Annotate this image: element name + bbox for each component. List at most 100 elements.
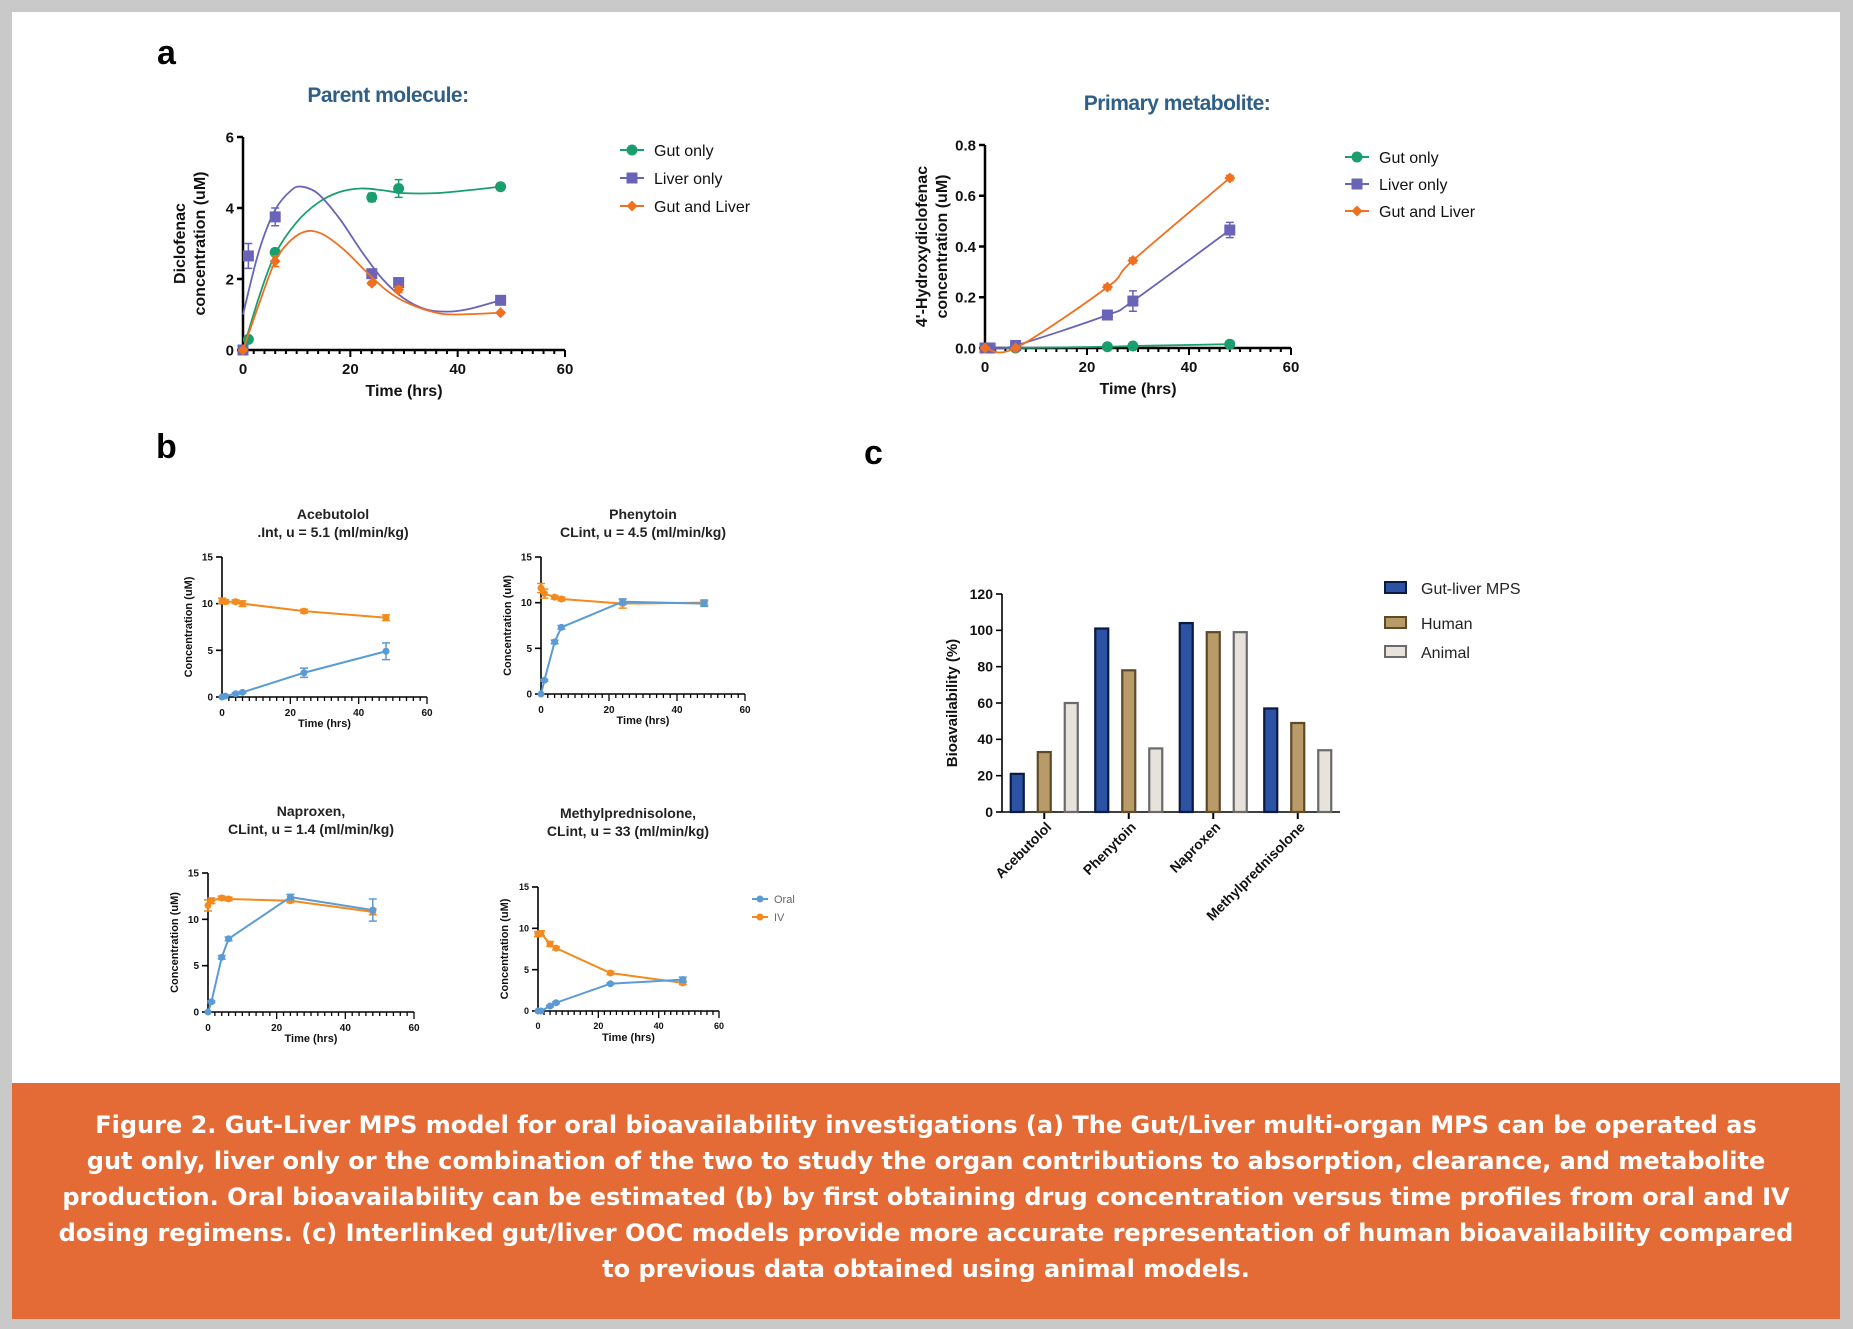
data-point: [537, 584, 545, 592]
x-tick-label: 40: [671, 705, 683, 716]
x-axis-label: Time (hrs): [1099, 381, 1176, 398]
chart-title-line: CLint, u = 33 (ml/min/kg): [547, 823, 709, 839]
x-tick-label: 0: [239, 361, 247, 378]
bar-gut-liver-mps: [1178, 621, 1194, 814]
chart-title-line: CLint, u = 4.5 (ml/min/kg): [560, 524, 726, 540]
legend-swatch: [1384, 616, 1407, 629]
y-tick-label: 5: [526, 644, 532, 655]
chart-title-line: Methylprednisolone,: [560, 805, 696, 821]
y-tick-label: 0.8: [955, 137, 976, 154]
data-point: [1224, 224, 1236, 236]
x-tick-label: 40: [654, 1021, 664, 1031]
caption-line: to previous data obtained using animal m…: [602, 1255, 1250, 1283]
category-label: Acebutolol: [992, 819, 1054, 881]
y-tick-label: 2: [226, 271, 234, 288]
series-oral: [534, 976, 687, 1015]
data-point: [369, 906, 377, 914]
x-tick-label: 0: [981, 359, 989, 376]
data-point: [225, 935, 233, 943]
y-axis-label: Concentration (uM): [502, 575, 514, 676]
series-oral: [218, 642, 390, 701]
data-point: [1224, 172, 1236, 184]
chart-b4: Methylprednisolone, CLint, u = 33 (ml/min…: [499, 805, 795, 1044]
legend-swatch: [1384, 645, 1407, 658]
x-tick-label: 60: [408, 1023, 420, 1034]
x-axis-label: Time (hrs): [602, 1032, 655, 1044]
legend-marker: [756, 913, 764, 921]
x-tick-label: 20: [271, 1023, 283, 1034]
data-point: [495, 181, 507, 193]
series-line: [984, 177, 1231, 354]
caption-line: production. Oral bioavailability can be …: [62, 1183, 1790, 1211]
y-axis-label: Diclofenac: [172, 203, 189, 284]
legend-marker: [626, 200, 638, 212]
panel-label-b: b: [156, 428, 177, 466]
data-point: [552, 944, 560, 952]
legend-swatch: [1384, 581, 1407, 594]
x-tick-label: 0: [535, 1021, 540, 1031]
data-point: [286, 893, 294, 901]
bar-animal: [1317, 749, 1333, 814]
data-point: [495, 307, 507, 319]
bar-animal: [1148, 747, 1164, 814]
data-point: [1101, 341, 1113, 353]
x-axis-label: Time (hrs): [365, 383, 442, 400]
legend-label: IV: [774, 912, 785, 924]
y-axis-label: Concentration (uM): [499, 898, 511, 999]
x-axis-label: Time (hrs): [617, 715, 670, 727]
data-point: [393, 284, 405, 296]
data-point: [606, 980, 614, 988]
data-point: [679, 976, 687, 984]
category-label: Naproxen: [1166, 819, 1223, 876]
y-tick-label: 15: [521, 553, 533, 564]
x-tick-label: 60: [557, 361, 574, 378]
series-iv: [537, 582, 709, 609]
bar-human: [1205, 631, 1221, 814]
y-tick-label: 20: [977, 768, 993, 784]
y-tick-label: 15: [188, 869, 200, 880]
y-tick-label: 10: [188, 915, 200, 926]
chart-a1: Parent molecule: 0 2 4 6 Diclofenac concentrat…: [172, 84, 751, 400]
data-point: [218, 894, 226, 902]
bar-animal: [1232, 631, 1248, 814]
data-point: [393, 182, 405, 194]
data-point: [1101, 281, 1113, 293]
data-point: [269, 211, 281, 223]
series-gut-and-liver: [237, 229, 507, 356]
data-point: [1224, 338, 1236, 350]
x-tick-label: 60: [1283, 359, 1300, 376]
y-tick-label: 15: [519, 882, 529, 892]
data-point: [557, 623, 565, 631]
legend-marker: [1351, 151, 1363, 163]
legend-label: Gut and Liver: [654, 199, 751, 216]
panel-label-a: a: [157, 34, 176, 72]
x-tick-label: 60: [739, 705, 751, 716]
series-liver-only: [237, 185, 507, 356]
data-point: [540, 676, 548, 684]
panel-label-c: c: [864, 434, 883, 472]
bar-human: [1036, 750, 1052, 814]
bar-gut-liver-mps: [1094, 627, 1110, 814]
chart-title: Primary metabolite:: [1084, 92, 1271, 115]
data-point: [239, 688, 246, 696]
chart-title-line: Naproxen,: [277, 803, 345, 819]
x-tick-label: 0: [205, 1023, 211, 1034]
legend-marker: [626, 172, 638, 184]
caption-line: Figure 2. Gut-Liver MPS model for oral b…: [95, 1111, 1757, 1139]
series-oral: [537, 598, 709, 698]
data-point: [537, 690, 545, 698]
x-tick-label: 20: [1079, 359, 1096, 376]
data-point: [225, 895, 233, 903]
x-axis-label: Time (hrs): [285, 1033, 338, 1045]
data-point: [552, 999, 560, 1007]
data-point: [221, 692, 229, 700]
chart-title-line: Phenytoin: [609, 506, 677, 522]
series-iv: [534, 929, 687, 987]
x-tick-label: 60: [714, 1021, 724, 1031]
series-oral: [204, 893, 377, 1016]
data-point: [269, 255, 281, 267]
y-tick-label: 10: [202, 599, 214, 610]
x-axis-label: Time (hrs): [298, 718, 351, 730]
data-point: [232, 598, 240, 606]
